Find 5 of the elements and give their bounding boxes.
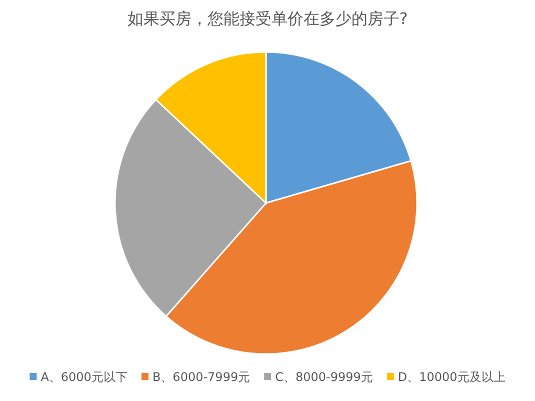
legend-label: C、8000-9999元 [275,370,373,384]
legend-label: B、6000-7999元 [152,370,250,384]
chart-title: 如果买房，您能接受单价在多少的房子? [127,9,408,28]
legend-label: A、6000元以下 [40,370,128,384]
legend-label: D、10000元及以上 [398,370,506,384]
